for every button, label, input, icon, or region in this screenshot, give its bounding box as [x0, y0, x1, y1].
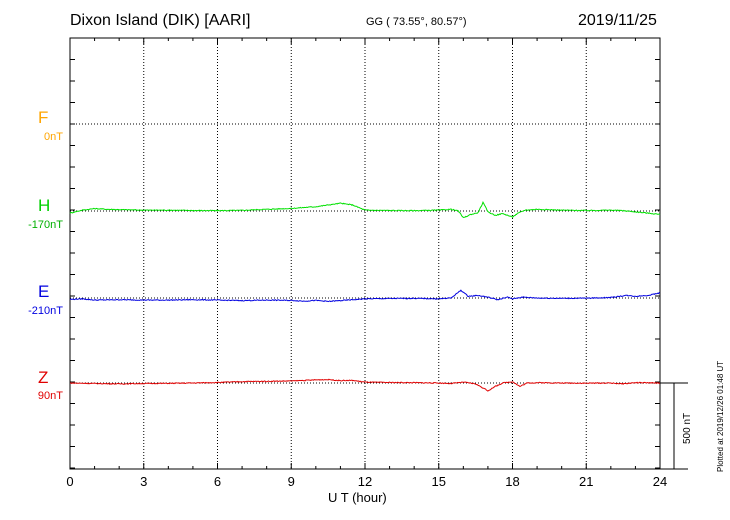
series-lines [69, 201, 661, 392]
x-tick-label: 24 [653, 474, 667, 489]
series-label-h: H [38, 196, 51, 215]
series-line-h [69, 201, 661, 219]
plotted-timestamp: Plotted at 2019/12/26 01:48 UT [716, 360, 725, 472]
series-line-z [70, 378, 661, 392]
station-coordinates: GG ( 73.55°, 80.57°) [366, 16, 467, 28]
series-baseline-f: 0nT [44, 131, 63, 143]
station-title: Dixon Island (DIK) [AARI] [70, 12, 251, 29]
series-baseline-e: -210nT [28, 305, 63, 317]
x-tick-label: 9 [288, 474, 295, 489]
x-tick-label: 6 [214, 474, 221, 489]
series-label-f: F [38, 108, 49, 127]
plot-date: 2019/11/25 [578, 12, 657, 29]
chart-grid [70, 38, 660, 469]
scale-bar-label: 500 nT [682, 412, 693, 444]
series-baseline-h: -170nT [28, 219, 63, 231]
series-label-e: E [38, 282, 50, 301]
x-axis-label: U T (hour) [328, 490, 387, 505]
scale-bar [660, 382, 688, 470]
x-tick-label: 21 [579, 474, 593, 489]
x-tick-label: 18 [505, 474, 519, 489]
x-tick-label: 3 [140, 474, 147, 489]
x-axis-ticks: 0 3 6 9 12 15 18 21 24 [66, 38, 667, 489]
x-tick-label: 0 [66, 474, 73, 489]
series-line-e [69, 289, 661, 303]
series-label-z: Z [38, 368, 49, 387]
series-baseline-z: 90nT [37, 390, 63, 402]
x-tick-label: 12 [358, 474, 372, 489]
x-tick-label: 15 [432, 474, 446, 489]
